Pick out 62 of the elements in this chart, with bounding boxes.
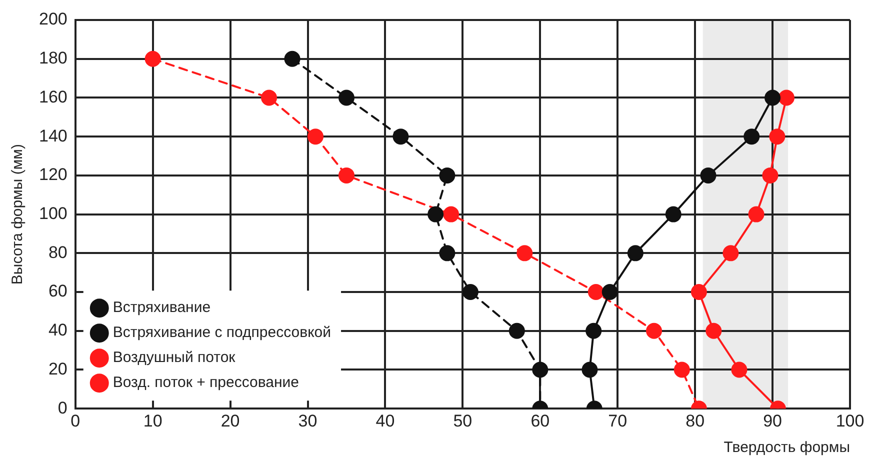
point [443, 206, 460, 222]
point [748, 206, 764, 222]
point [764, 90, 781, 106]
point [284, 50, 300, 67]
point [602, 284, 618, 300]
x-tick-label: 10 [143, 411, 162, 430]
point [338, 90, 354, 106]
y-tick-label: 180 [38, 48, 68, 68]
y-tick-label: 200 [38, 10, 68, 29]
y-tick-label: 140 [38, 126, 68, 146]
legend-label: Встряхивание [112, 299, 211, 316]
point [769, 128, 786, 145]
point [690, 284, 707, 300]
x-tick-label: 90 [763, 411, 782, 430]
point [778, 90, 794, 106]
point [392, 128, 409, 145]
point [516, 245, 533, 262]
point [338, 167, 354, 184]
x-tick-label: 50 [453, 411, 472, 430]
point [588, 284, 604, 300]
point [308, 128, 324, 145]
point [144, 50, 161, 67]
x-tick-label: 40 [376, 411, 395, 430]
point [762, 167, 778, 184]
y-tick-label: 160 [38, 87, 68, 106]
point [261, 90, 278, 106]
point [428, 206, 444, 222]
x-axis-title: Твердость формы [724, 439, 850, 456]
point [508, 322, 525, 339]
x-tick-label: 100 [836, 411, 864, 430]
legend-label: Возд. поток + прессование [112, 374, 299, 392]
point [744, 128, 760, 145]
y-tick-label: 100 [38, 204, 68, 223]
point [674, 362, 690, 378]
point [586, 322, 602, 339]
point [706, 322, 722, 339]
y-tick-label: 20 [48, 359, 68, 378]
legend-label: Воздушный поток [112, 349, 236, 366]
x-tick-label: 70 [608, 411, 628, 430]
y-tick-label: 0 [58, 398, 68, 418]
point [582, 362, 598, 378]
y-tick-label: 40 [48, 320, 68, 340]
x-tick-label: 20 [220, 411, 240, 430]
y-tick-label: 80 [48, 242, 68, 262]
point [731, 362, 748, 378]
point [439, 167, 456, 184]
y-tick-label: 60 [48, 282, 68, 301]
y-tick-label: 120 [38, 165, 68, 184]
x-tick-label: 80 [686, 411, 705, 430]
point [627, 245, 644, 262]
x-tick-label: 0 [70, 411, 80, 430]
point [722, 245, 739, 262]
x-tick-label: 30 [298, 411, 318, 430]
y-axis-title: Высота формы (мм) [9, 144, 26, 285]
point [646, 322, 662, 339]
x-tick-label: 60 [530, 411, 550, 430]
point [439, 245, 456, 262]
point [462, 284, 478, 300]
legend-label: Встряхивание с подпрессовкой [112, 324, 332, 342]
point [532, 362, 548, 378]
point [665, 206, 682, 222]
point [700, 167, 716, 184]
